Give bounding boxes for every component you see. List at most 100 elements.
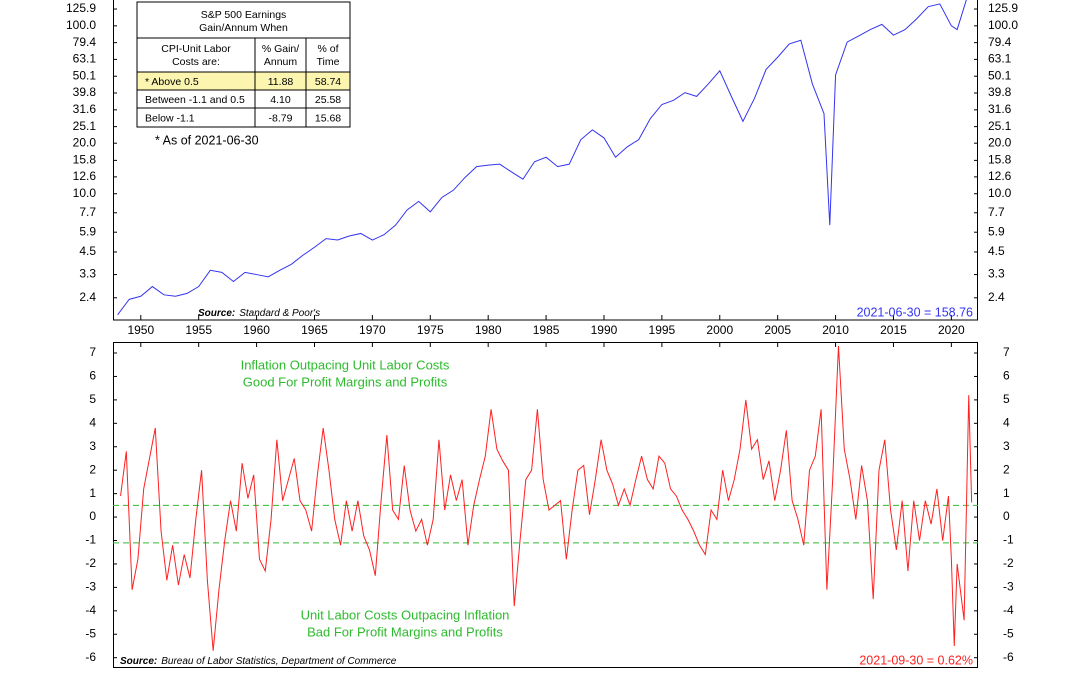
source-label: Source:: [120, 656, 157, 667]
table-highlight: [137, 72, 350, 90]
y-tick-label-right: 50.1: [988, 68, 1012, 82]
y-tick-label: 7.7: [79, 205, 96, 219]
source: Source: Bureau of Labor Statistics, Depar…: [120, 656, 397, 667]
y-tick-label-right: 6: [1003, 369, 1010, 383]
y-tick-label-right: -3: [1003, 580, 1014, 594]
annotation: Inflation Outpacing Unit Labor Costs: [241, 357, 450, 372]
y-tick-label-right: 2.4: [988, 290, 1005, 304]
table-title: Gain/Annum When: [199, 22, 288, 34]
table-title: S&P 500 Earnings: [201, 9, 287, 21]
y-tick-label: 4: [89, 415, 96, 429]
table-header: % Gain/: [262, 43, 299, 55]
y-tick-label-right: 4.5: [988, 244, 1005, 258]
x-tick-label: 2005: [764, 323, 791, 337]
y-tick-label: 31.6: [73, 102, 97, 116]
table-frame: [136, 1, 351, 128]
data-line: [120, 345, 973, 651]
table-header: Time: [317, 56, 340, 68]
y-tick-label-right: -5: [1003, 626, 1014, 640]
y-tick-label: 10.0: [73, 186, 97, 200]
y-tick-label-right: -2: [1003, 556, 1014, 570]
y-tick-label: -1: [85, 533, 96, 547]
y-tick-label: 5: [89, 392, 96, 406]
source-text: Standard & Poor's: [239, 308, 320, 319]
y-tick-label: 125.9: [66, 1, 96, 15]
y-tick-label: -3: [85, 580, 96, 594]
data-line: [117, 0, 967, 316]
x-tick-label: 1980: [475, 323, 502, 337]
y-tick-label: 4.5: [79, 244, 96, 258]
table-cell: 58.74: [315, 76, 341, 88]
x-tick-label: 1955: [185, 323, 212, 337]
x-tick-label: 2010: [822, 323, 849, 337]
annotation: Good For Profit Margins and Profits: [243, 374, 448, 389]
table-cell: * Above 0.5: [145, 76, 199, 88]
y-tick-label: -4: [85, 603, 96, 617]
y-tick-label-right: 7: [1003, 345, 1010, 359]
x-tick-label: 2020: [938, 323, 965, 337]
y-tick-label-right: 5.9: [988, 224, 1005, 238]
x-tick-label: 1960: [243, 323, 270, 337]
y-tick-label-right: -4: [1003, 603, 1014, 617]
x-tick-label: 1965: [301, 323, 328, 337]
table-note: * As of 2021-06-30: [155, 133, 259, 147]
y-tick-label-right: 12.6: [988, 169, 1012, 183]
top-panel-frame: [113, 0, 978, 321]
y-tick-label: 5.9: [79, 224, 96, 238]
y-tick-label: 3.3: [79, 267, 96, 281]
y-tick-label: 79.4: [73, 35, 97, 49]
source-label: Source:: [198, 308, 235, 319]
y-tick-label: 7: [89, 345, 96, 359]
y-tick-label: 100.0: [66, 18, 96, 32]
y-tick-label: 1: [89, 486, 96, 500]
y-tick-label: 12.6: [73, 169, 97, 183]
y-tick-label: -5: [85, 626, 96, 640]
y-tick-label: 20.0: [73, 135, 97, 149]
y-tick-label-right: 5: [1003, 392, 1010, 406]
y-tick-label-right: 3: [1003, 439, 1010, 453]
y-tick-label-right: -6: [1003, 650, 1014, 664]
y-tick-label-right: 79.4: [988, 35, 1012, 49]
y-tick-label-right: 15.8: [988, 153, 1012, 167]
y-tick-label: -2: [85, 556, 96, 570]
x-tick-label: 2000: [706, 323, 733, 337]
y-tick-label: 2: [89, 462, 96, 476]
x-tick-label: 2015: [880, 323, 907, 337]
annotation: Unit Labor Costs Outpacing Inflation: [301, 607, 510, 622]
x-tick-label: 1990: [591, 323, 618, 337]
y-tick-label: 3: [89, 439, 96, 453]
y-tick-label-right: 31.6: [988, 102, 1012, 116]
x-tick-label: 1970: [359, 323, 386, 337]
y-tick-label: 39.8: [73, 85, 97, 99]
table-cell: 15.68: [315, 112, 341, 124]
table-header: % of: [317, 43, 338, 55]
y-tick-label-right: 10.0: [988, 186, 1012, 200]
y-tick-label: 6: [89, 369, 96, 383]
table-header: Costs are:: [172, 56, 220, 68]
table-cell: Between -1.1 and 0.5: [145, 94, 245, 106]
table-cell: 4.10: [270, 94, 291, 106]
source: Source: Standard & Poor's: [198, 308, 320, 319]
table-header: Annum: [264, 56, 298, 68]
y-tick-label-right: 1: [1003, 486, 1010, 500]
y-tick-label-right: 0: [1003, 509, 1010, 523]
y-tick-label: -6: [85, 650, 96, 664]
y-tick-label-right: 25.1: [988, 119, 1012, 133]
y-tick-label-right: 4: [1003, 415, 1010, 429]
end-label: 2021-09-30 = 0.62%: [859, 653, 973, 667]
y-tick-label: 2.4: [79, 290, 96, 304]
y-tick-label-right: 100.0: [988, 18, 1018, 32]
x-tick-label: 1995: [649, 323, 676, 337]
y-tick-label-right: 39.8: [988, 85, 1012, 99]
y-tick-label: 0: [89, 509, 96, 523]
end-label: 2021-06-30 = 158.76: [857, 305, 973, 319]
table-cell: Below -1.1: [145, 112, 195, 124]
y-tick-label-right: 63.1: [988, 52, 1012, 66]
x-tick-label: 1975: [417, 323, 444, 337]
source-text: Bureau of Labor Statistics, Department o…: [161, 656, 397, 667]
x-tick-label: 1985: [533, 323, 560, 337]
table-cell: 11.88: [268, 76, 294, 88]
annotation: Bad For Profit Margins and Profits: [307, 624, 503, 639]
table-cell: -8.79: [269, 112, 293, 124]
